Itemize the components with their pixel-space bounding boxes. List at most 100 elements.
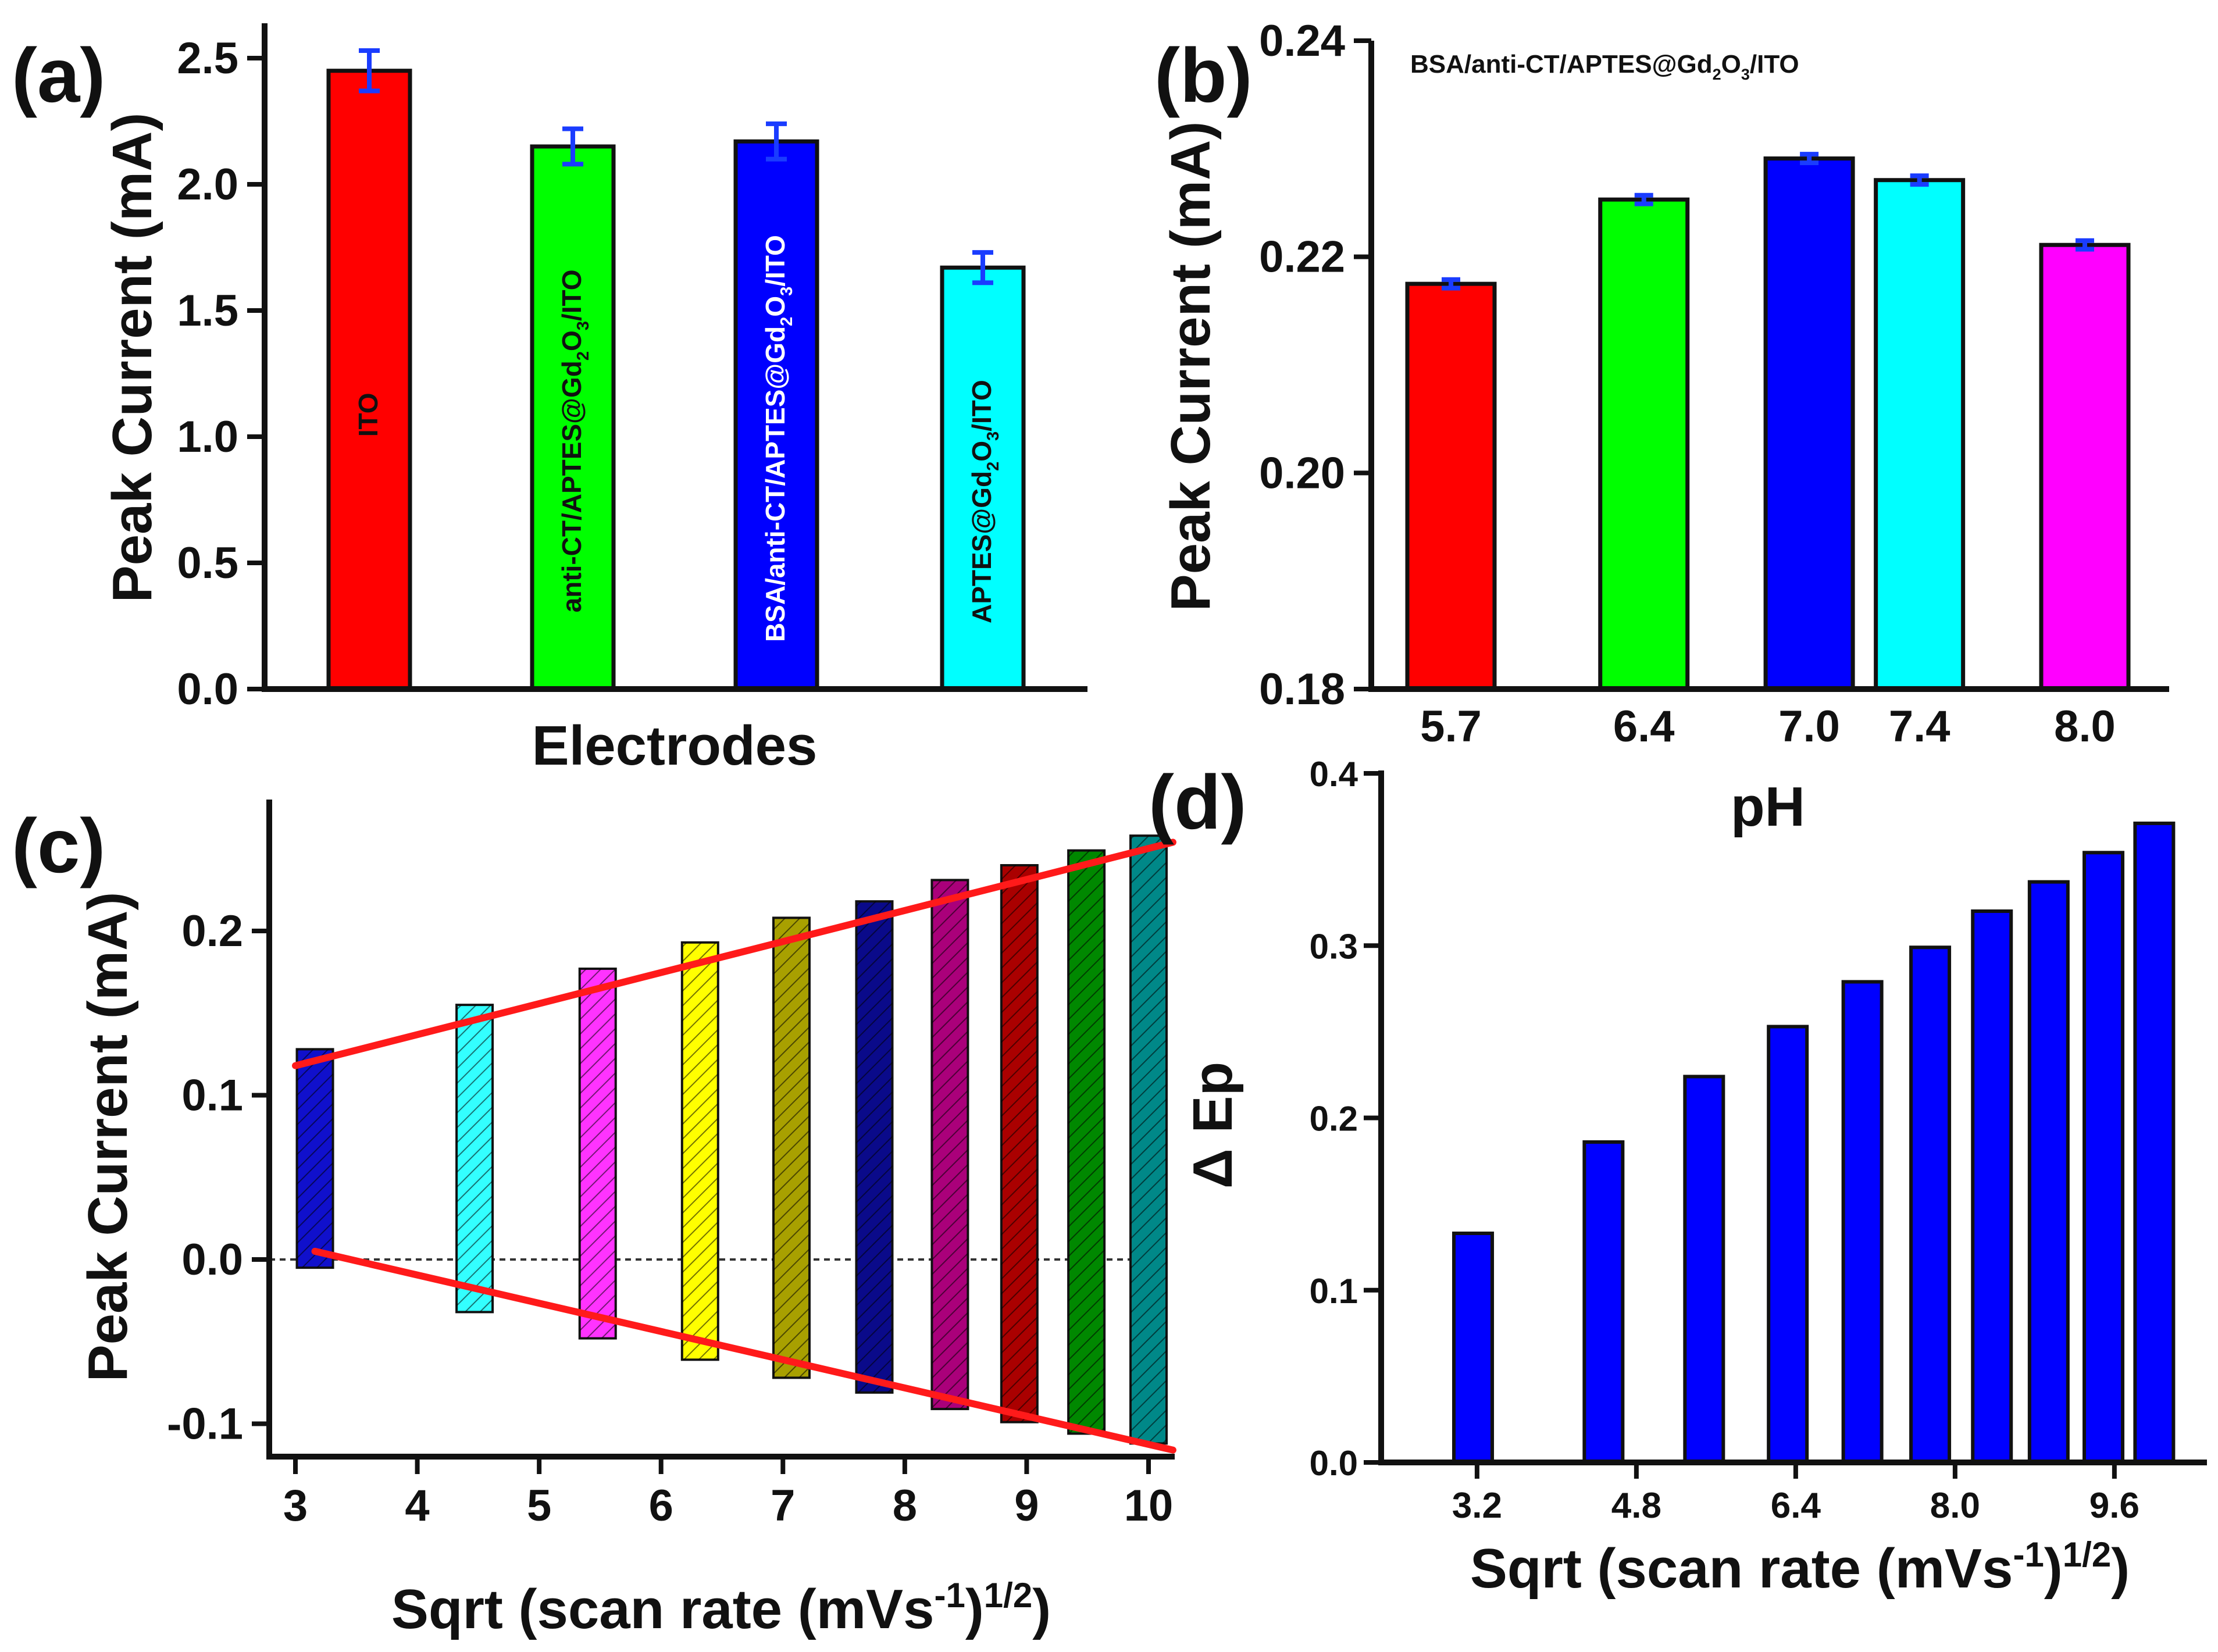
panel-c-x-tick-label: 9 [1014,1481,1039,1530]
panel-a-y-tick-label: 0.0 [177,665,238,714]
panel-b-y-tick-label: 0.22 [1259,233,1345,282]
panel-c-bar [1129,834,1168,1445]
panel-d-x-ticks: 3.2 4.8 6.4 8.0 9.6 [1452,1462,2139,1526]
panel-c-bars [295,834,1168,1445]
panel-b-error-bar [1800,152,1819,165]
panel-b-bar [2039,242,2131,691]
panel-d-bar [1767,1025,1809,1465]
panel-c-bar [455,1004,494,1314]
panel-d-bar [2027,880,2070,1464]
panel-a-bar-label: anti-CT/APTES@Gd2O3/ITO [557,269,593,612]
panel-c-bar [1000,864,1039,1423]
panel-a-electrodes-chart: (a) 0.0 0.5 1.0 1.5 2.0 2.5 ITO anti-CT/APTES@… [12,23,1087,777]
panel-d-delta-ep-chart: (d) 0.0 0.1 0.2 0.3 0.4 3.2 4.8 6.4 8.0 9.6 Sqrt… [1149,755,2207,1600]
panel-b-y-tick-label: 0.24 [1259,16,1345,66]
panel-c-y-tick-label: -0.1 [167,1400,243,1449]
panel-b-bar [1763,156,1855,691]
panel-a-error-bar [359,48,380,94]
panel-b-y-tick-label: 0.20 [1259,448,1345,498]
panel-c-y-tick-label: 0.1 [181,1071,243,1121]
panel-b-annotation: BSA/anti-CT/APTES@Gd2O3/ITO [1410,50,1799,83]
panel-b-x-tick-label: 8.0 [2054,702,2116,751]
panel-c-bar [680,941,719,1361]
panel-c-x-tick-label: 4 [405,1481,429,1530]
panel-d-bar [1452,1231,1495,1465]
panel-c-bar [1067,849,1106,1435]
panel-c-x-axis-title: Sqrt (scan rate (mVs-1)1/2) [391,1576,1051,1640]
panel-a-bar-label: APTES@Gd2O3/ITO [967,380,1003,623]
panel-a-y-ticks: 0.0 0.5 1.0 1.5 2.0 2.5 [177,34,265,714]
panel-c-x-tick-label: 10 [1124,1481,1174,1530]
panel-a-bar [733,139,819,691]
panel-c-label: (c) [12,803,105,889]
panel-d-x-axis-title: Sqrt (scan rate (mVs-1)1/2) [1470,1535,2130,1600]
panel-c-bar [772,916,811,1379]
panel-c-x-tick-label: 5 [527,1481,551,1530]
panel-c-bar [930,879,969,1411]
panel-b-y-ticks: 0.18 0.20 0.22 0.24 [1259,16,1371,714]
panel-d-y-tick-label: 0.0 [1310,1444,1358,1483]
panel-b-error-bar [1442,277,1460,291]
panel-a-y-tick-label: 1.5 [177,286,238,336]
panel-d-x-tick-label: 8.0 [1930,1486,1980,1526]
panel-b-x-tick-label: 7.4 [1889,702,1950,751]
panel-d-bar [1841,980,1884,1464]
panel-d-bar [1683,1075,1725,1464]
panel-d-y-tick-label: 0.4 [1310,755,1358,794]
panel-d-bar [1909,945,1952,1464]
panel-d-y-tick-label: 0.2 [1310,1100,1358,1139]
panel-c-y-tick-label: 0.2 [181,907,243,956]
panel-a-bar-label: BSA/anti-CT/APTES@Gd2O3/ITO [760,235,796,642]
panel-b-annotation-text: BSA/anti-CT/APTES@Gd2O3/ITO [1410,50,1799,83]
panel-b-bar [1405,281,1497,691]
panel-b-y-axis-title: Peak Current (mA) [1160,122,1222,612]
panel-c-fit-line-upper [292,839,1176,1069]
panel-d-x-tick-label: 9.6 [2089,1486,2139,1526]
panel-d-x-tick-label: 4.8 [1611,1486,1661,1526]
panel-a-y-tick-label: 2.0 [177,160,238,209]
panel-c-bar [855,900,894,1394]
panel-c-x-tick-label: 6 [649,1481,673,1530]
panel-b-x-tick-label: 5.7 [1420,702,1482,751]
panel-c-x-tick-label: 8 [893,1481,917,1530]
panel-a-error-bar [972,250,993,286]
panel-a-y-axis-title: Peak Current (mA) [101,113,163,603]
panel-c-fit-line-lower [311,1247,1176,1454]
panel-c-y-ticks: -0.1 0.0 0.1 0.2 [167,907,269,1449]
panel-c-x-ticks: 3 4 5 6 7 8 9 10 [283,1457,1173,1530]
panel-b-bar [1598,197,1690,691]
panel-a-bars: ITO anti-CT/APTES@Gd2O3/ITO BSA/anti-CT/AP… [326,48,1026,691]
panel-b-bar [1874,178,1966,691]
panel-c-scan-rate-current-chart: (c) -0.1 0.0 0.1 0.2 3 4 5 6 7 8 9 10 Sqrt (scan r… [12,800,1176,1640]
panel-c-x-tick-label: 7 [771,1481,795,1530]
panel-d-bar [1971,909,2013,1464]
panel-a-error-bar [766,121,787,162]
panel-d-y-tick-label: 0.3 [1310,927,1358,966]
panel-a-y-tick-label: 1.0 [177,412,238,462]
panel-d-bar [2083,851,2125,1464]
panel-c-fit-lines [292,839,1176,1454]
panel-a-error-bar [562,126,583,167]
panel-c-x-tick-label: 3 [283,1481,308,1530]
panel-a-bar-label: ITO [353,393,383,437]
panel-d-bars [1452,821,2176,1465]
panel-d-bar [1582,1140,1625,1464]
panel-b-x-tick-label: 7.0 [1778,702,1840,751]
panel-b-error-bar [1910,173,1929,187]
panel-b-y-tick-label: 0.18 [1259,665,1345,714]
panel-b-bars: 5.7 6.4 7.0 7.4 8.0 [1405,152,2131,751]
panel-a-label: (a) [12,33,105,118]
panel-c-bar [295,1048,334,1269]
panel-d-x-tick-label: 3.2 [1452,1486,1502,1526]
panel-b-error-bar [2076,238,2094,252]
panel-d-y-axis-title: Δ Ep [1182,1062,1244,1189]
panel-d-y-ticks: 0.0 0.1 0.2 0.3 0.4 [1310,755,1381,1483]
panel-b-x-tick-label: 6.4 [1613,702,1675,751]
panel-b-error-bar [1634,192,1653,206]
panel-a-x-axis-title: Electrodes [532,715,818,777]
panel-d-bar [2133,821,2176,1464]
panel-a-y-tick-label: 0.5 [177,538,238,588]
panel-c-y-tick-label: 0.0 [181,1235,243,1285]
panel-d-label: (d) [1149,759,1247,845]
